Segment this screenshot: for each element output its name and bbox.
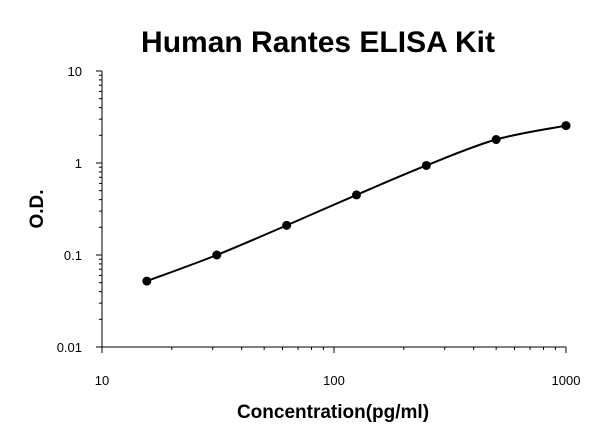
data-point xyxy=(491,135,501,145)
y-tick-label: 10 xyxy=(68,64,82,79)
data-point xyxy=(351,190,361,200)
y-tick-label: 0.1 xyxy=(64,248,82,263)
ticks: 10 1 0.1 0.01 10 100 1000 xyxy=(57,64,581,388)
data-point xyxy=(282,220,292,230)
x-axis-label: Concentration(pg/ml) xyxy=(237,402,429,423)
y-tick-label: 0.01 xyxy=(57,340,82,355)
y-tick-label: 1 xyxy=(75,156,82,171)
data-point xyxy=(142,276,152,286)
fitted-curve xyxy=(146,124,567,283)
y-axis-label: O.D. xyxy=(27,189,48,228)
data-point xyxy=(421,160,431,170)
fitted-curve-layer xyxy=(146,124,567,283)
data-points-layer xyxy=(142,121,571,286)
x-tick-label: 1000 xyxy=(552,373,581,388)
x-tick-label: 10 xyxy=(95,373,109,388)
axes xyxy=(101,71,566,348)
data-point xyxy=(561,121,571,131)
data-point xyxy=(212,250,222,260)
x-tick-label: 100 xyxy=(323,373,345,388)
chart-title: Human Rantes ELISA Kit xyxy=(141,26,495,59)
